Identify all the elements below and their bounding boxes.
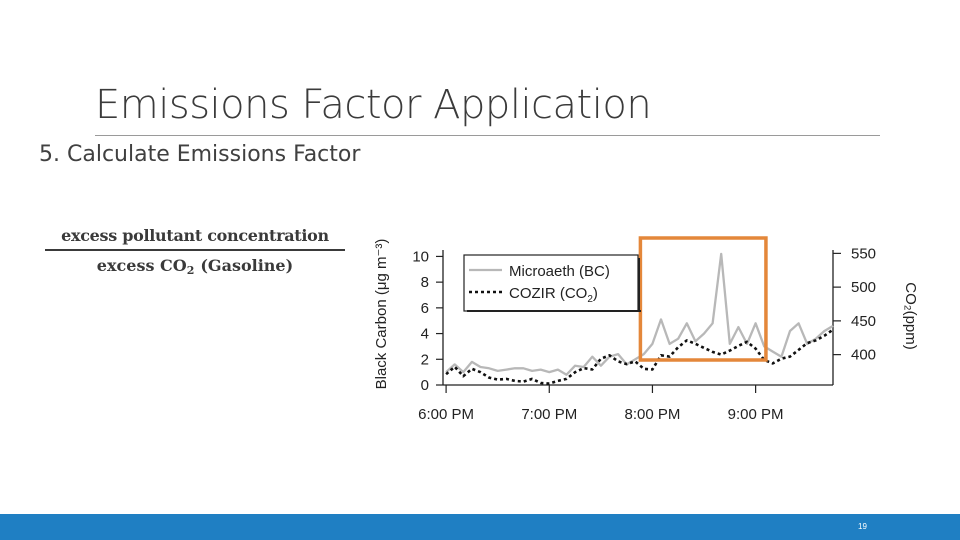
x-tick-label: 9:00 PM — [728, 406, 784, 423]
left-y-tick-label: 2 — [421, 351, 429, 368]
left-y-axis-title: Black Carbon (μg m⁻³) — [373, 239, 390, 390]
right-y-tick-label: 550 — [851, 245, 876, 262]
step-heading: 5. Calculate Emissions Factor — [39, 142, 361, 167]
legend-co2-text: COZIR (CO — [509, 285, 587, 302]
legend-co2-close: ) — [593, 285, 598, 302]
left-y-tick-label: 10 — [412, 248, 429, 265]
right-y-tick-label: 450 — [851, 313, 876, 330]
chart-axis-labels: Black Carbon (μg m⁻³) CO₂(ppm) — [373, 239, 919, 390]
title-divider — [95, 135, 880, 136]
legend-co2-label: COZIR (CO2) — [509, 285, 598, 305]
slide-title: Emissions Factor Application — [95, 82, 652, 128]
footer-bar: 19 — [0, 514, 960, 540]
bc-co2-time-series-chart: 0 2 4 6 8 10 400 450 500 550 6:00 PM 7:00 PM 8:00 PM… — [373, 236, 919, 423]
x-tick-label: 8:00 PM — [625, 406, 681, 423]
x-tick-label: 7:00 PM — [521, 406, 577, 423]
left-y-tick-label: 4 — [421, 326, 429, 343]
left-y-tick-label: 0 — [421, 377, 429, 394]
page-number: 19 — [858, 522, 867, 531]
fraction-bar — [45, 249, 345, 251]
formula-numerator: excess pollutant concentration — [61, 226, 329, 245]
legend-co2-subscript: 2 — [587, 294, 593, 305]
highlight-box — [638, 236, 768, 362]
denominator-fuel: (Gasoline) — [200, 256, 294, 275]
legend-bc-label: Microaeth (BC) — [509, 263, 610, 280]
denominator-subscript: 2 — [186, 264, 195, 277]
emissions-factor-formula: excess pollutant concentration excess CO… — [45, 226, 345, 277]
legend-box — [463, 254, 639, 312]
formula-denominator: excess CO2 (Gasoline) — [45, 256, 345, 277]
denominator-text: excess CO — [96, 256, 187, 275]
right-y-tick-label: 500 — [851, 279, 876, 296]
chart-legend: Microaeth (BC) COZIR (CO2) — [463, 254, 641, 312]
right-y-axis-title: CO₂(ppm) — [902, 282, 919, 350]
chart-axes: 0 2 4 6 8 10 400 450 500 550 6:00 PM 7:00 PM 8:00 PM… — [412, 245, 876, 423]
left-y-tick-label: 6 — [421, 300, 429, 317]
right-y-tick-label: 400 — [851, 347, 876, 364]
left-y-tick-label: 8 — [421, 274, 429, 291]
co2-series-line — [445, 328, 834, 385]
x-tick-label: 6:00 PM — [418, 406, 474, 423]
chart-series — [445, 236, 834, 385]
